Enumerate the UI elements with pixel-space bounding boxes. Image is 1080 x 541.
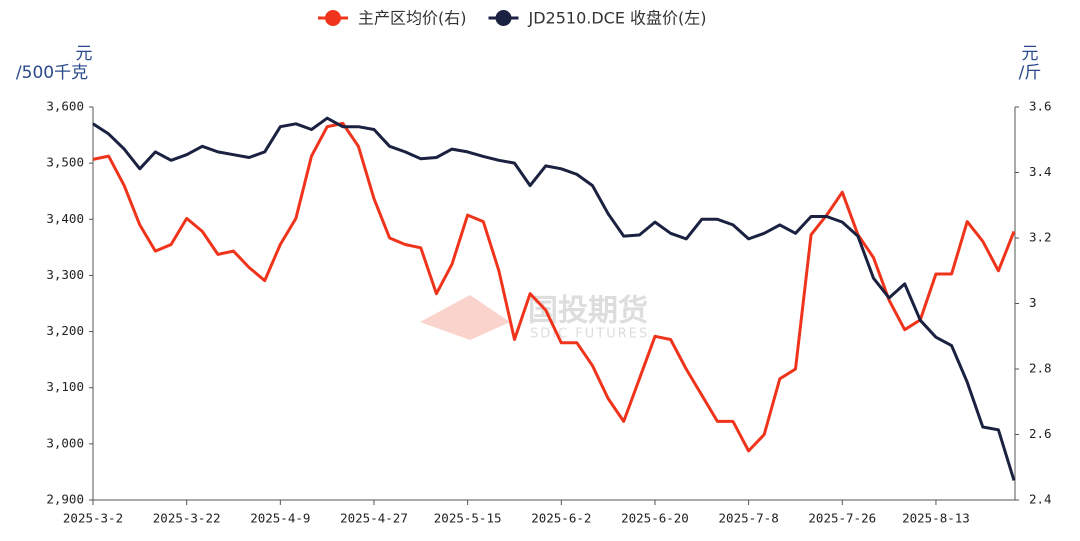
y-label: /500千克 [16, 63, 88, 83]
x-tick-label: 2025-7-8 [719, 511, 779, 526]
legend-label: JD2510.DCE 收盘价(左) [528, 9, 707, 28]
legend-label: 主产区均价(右) [358, 9, 467, 28]
y-label: 元 [76, 44, 93, 64]
y-tick-label: 3,400 [46, 211, 84, 226]
x-tick-label: 2025-3-22 [153, 511, 221, 526]
y2-tick-label: 3.4 [1029, 164, 1052, 179]
x-tick-label: 2025-8-13 [902, 511, 970, 526]
y-tick-label: 3,300 [46, 267, 84, 282]
y2-tick-label: 3.2 [1029, 230, 1052, 245]
y2-tick-label: 2.6 [1029, 426, 1052, 441]
x-tick-label: 2025-6-2 [531, 511, 591, 526]
y-tick-label: 3,000 [46, 435, 84, 450]
y2-tick-label: 2.8 [1029, 361, 1052, 376]
x-tick-label: 2025-3-2 [63, 511, 123, 526]
watermark: SDIC FUTURES [530, 327, 649, 342]
x-tick-label: 2025-4-9 [250, 511, 310, 526]
x-tick-label: 2025-7-26 [808, 511, 876, 526]
y-tick-label: 3,500 [46, 155, 84, 170]
y2-label: 元 [1022, 44, 1039, 64]
y-tick-label: 2,900 [46, 492, 84, 507]
y-tick-label: 3,600 [46, 99, 84, 114]
series-line [92, 116, 1016, 481]
watermark: 国投期货 [528, 294, 648, 329]
x-tick-label: 2025-4-27 [340, 511, 408, 526]
x-tick-label: 2025-5-15 [434, 511, 502, 526]
watermark-logo [420, 295, 510, 340]
series-line [92, 121, 1016, 453]
legend-marker [495, 10, 512, 26]
y2-tick-label: 3 [1029, 295, 1037, 310]
y-tick-label: 3,200 [46, 323, 84, 338]
x-tick-label: 2025-6-20 [621, 511, 689, 526]
y2-label: /斤 [1019, 63, 1042, 83]
legend-marker [325, 10, 341, 26]
y-tick-label: 3,100 [46, 379, 84, 394]
y2-tick-label: 3.6 [1029, 99, 1052, 114]
y2-tick-label: 2.4 [1029, 492, 1052, 507]
